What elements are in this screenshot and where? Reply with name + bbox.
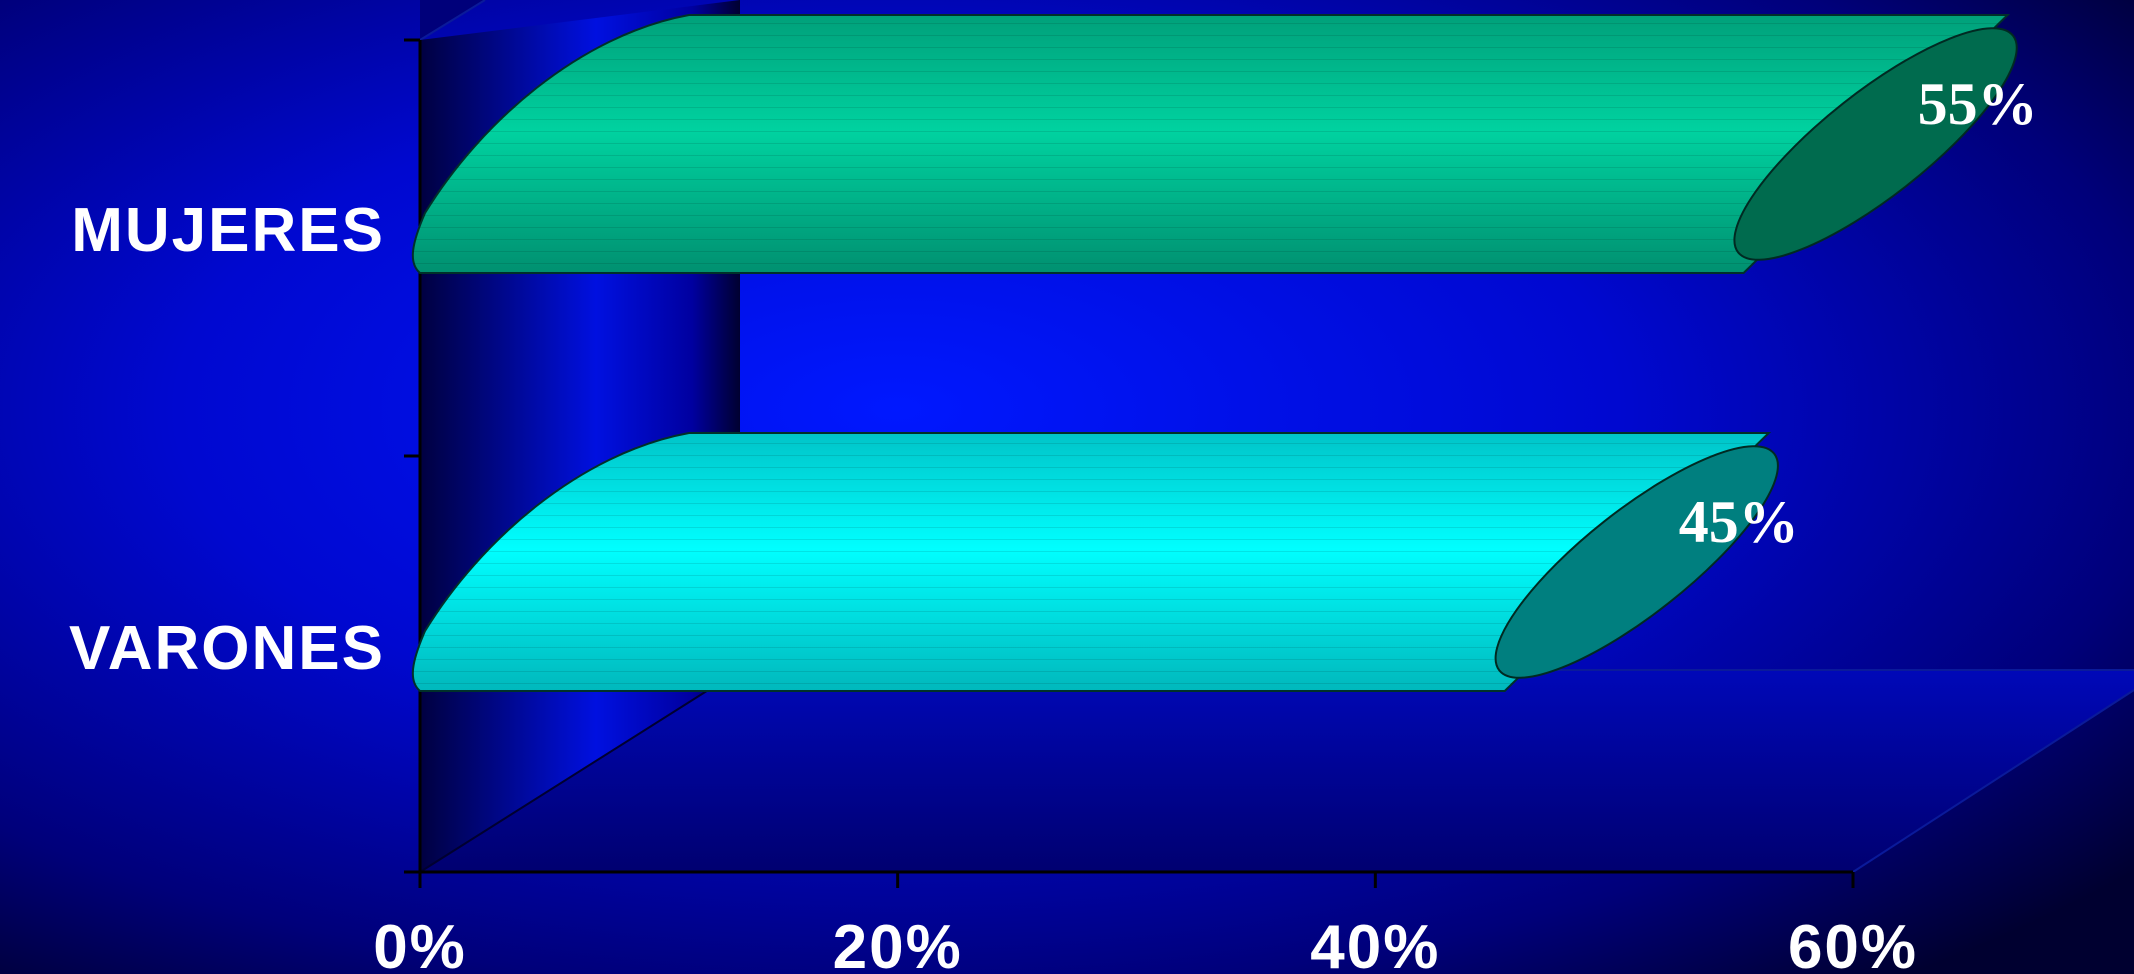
data-label-varones: 45%	[1679, 489, 1799, 555]
bar-shading	[412, 15, 2008, 273]
bar-mujeres	[411, 14, 2018, 274]
bar-end-cap	[1733, 27, 2018, 261]
category-label-mujeres: MUJERES	[71, 196, 385, 265]
floor	[420, 670, 2134, 872]
bar-end-cap	[1494, 445, 1779, 679]
x-tick-label: 40%	[1310, 913, 1440, 974]
x-tick-label: 20%	[833, 913, 963, 974]
data-label-mujeres: 55%	[1918, 71, 2038, 137]
back-wall-edge	[419, 0, 486, 41]
bar-shading	[412, 433, 1769, 691]
x-tick-label: 60%	[1788, 913, 1918, 974]
floor-right-edge	[1852, 689, 2134, 873]
category-label-varones: VARONES	[69, 614, 385, 683]
bar-varones	[411, 432, 1779, 692]
x-tick-label: 0%	[373, 913, 467, 974]
floor-left-edge	[419, 669, 741, 873]
